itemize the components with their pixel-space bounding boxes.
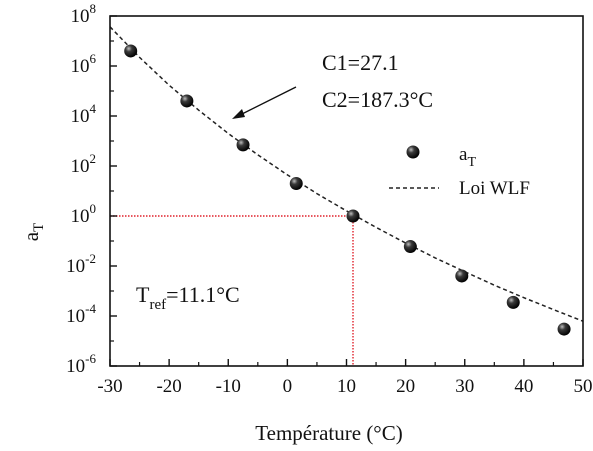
x-tick-label-6: 30: [455, 376, 474, 397]
y-tick-label-exponent: 8: [90, 1, 97, 16]
y-tick-label-base: 10: [71, 206, 90, 227]
x-tick-label-0: -30: [97, 376, 122, 397]
y-tick-label-exponent: 0: [90, 201, 97, 216]
y-tick-label-exponent: -6: [85, 351, 96, 366]
y-tick-label-0: 10-6: [66, 351, 96, 377]
y-tick-label-exponent: 4: [90, 101, 97, 116]
y-tick-label-base: 10: [66, 256, 85, 277]
y-tick-label-2: 10-2: [66, 251, 96, 277]
x-tick-label-5: 20: [396, 376, 415, 397]
data-point-0: [124, 44, 138, 58]
legend: aT Loi WLF: [389, 144, 530, 199]
x-tick-label-7: 40: [514, 376, 533, 397]
y-axis-title-sub: T: [31, 223, 47, 232]
y-tick-label-4: 102: [71, 151, 97, 177]
x-tick-label-2: -10: [216, 376, 241, 397]
annotation-c2: C2=187.3°C: [322, 87, 433, 112]
y-tick-label-exponent: -4: [85, 301, 96, 316]
annotation-tref-value: =11.1°C: [166, 282, 240, 307]
y-tick-label-5: 104: [71, 101, 97, 127]
legend-point-label: aT: [459, 144, 476, 170]
y-tick-label-base: 10: [71, 156, 90, 177]
annotation-tref-main: T: [136, 282, 150, 307]
data-point-8: [557, 322, 571, 336]
legend-point-label-main: a: [459, 144, 468, 165]
data-point-4: [346, 209, 360, 223]
y-axis-title: aT: [19, 223, 47, 242]
axis-ticks: [109, 15, 584, 367]
annotation-arrow: [237, 86, 297, 117]
y-tick-label-3: 100: [71, 201, 97, 227]
y-tick-label-base: 10: [71, 6, 90, 27]
data-point-2: [236, 138, 250, 152]
data-point-6: [455, 269, 469, 283]
x-tick-label-1: -20: [156, 376, 181, 397]
x-axis-title: Température (°C): [255, 421, 402, 445]
x-tick-label-4: 10: [337, 376, 356, 397]
y-tick-label-exponent: 6: [90, 51, 97, 66]
legend-point-label-sub: T: [467, 155, 476, 170]
x-tick-labels: -30 -20 -10 0 10 20 30 40 50: [97, 376, 592, 397]
y-axis-title-main: a: [19, 231, 43, 241]
y-tick-label-1: 10-4: [66, 301, 96, 327]
y-tick-label-base: 10: [66, 306, 85, 327]
y-tick-label-exponent: -2: [85, 251, 96, 266]
y-tick-label-exponent: 2: [90, 151, 97, 166]
x-tick-label-8: 50: [574, 376, 593, 397]
data-point-3: [289, 176, 303, 190]
annotation-arrow-head: [232, 109, 245, 119]
y-tick-label-base: 10: [66, 356, 85, 377]
annotation-tref-sub: ref: [149, 297, 166, 313]
y-tick-label-7: 108: [71, 1, 97, 27]
annotation-tref: Tref=11.1°C: [136, 282, 240, 313]
legend-line-label: Loi WLF: [459, 178, 530, 199]
data-point-7: [506, 295, 520, 309]
legend-point-marker: [406, 145, 420, 159]
data-point-1: [180, 94, 194, 108]
y-tick-label-base: 10: [71, 106, 90, 127]
data-point-5: [403, 240, 417, 254]
annotation-c1: C1=27.1: [322, 50, 399, 75]
reference-lines: [110, 215, 354, 366]
y-tick-label-base: 10: [71, 56, 90, 77]
data-points-layer: [124, 44, 571, 336]
x-tick-label-3: 0: [283, 376, 293, 397]
y-tick-label-6: 106: [71, 51, 97, 77]
